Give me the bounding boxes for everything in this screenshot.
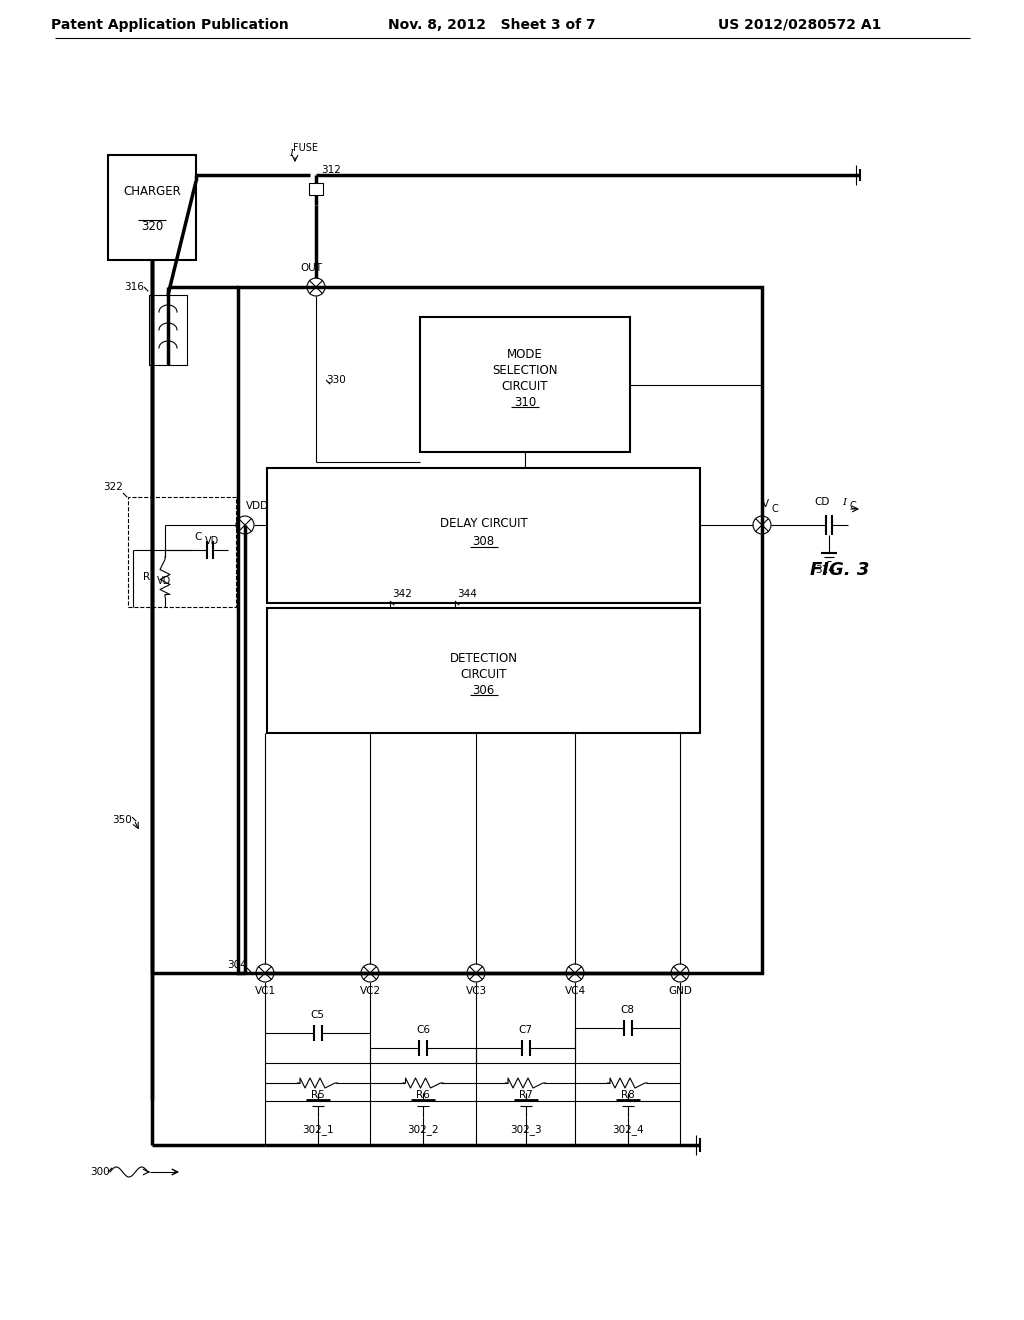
Text: 320: 320 [141, 220, 163, 232]
Text: 342: 342 [392, 589, 412, 599]
Text: 314: 314 [815, 565, 835, 576]
Text: C: C [850, 502, 857, 511]
Bar [108, 154, 196, 260]
Text: GND: GND [668, 986, 692, 997]
Text: I: I [842, 498, 846, 507]
Text: CHARGER: CHARGER [123, 185, 181, 198]
Text: CIRCUIT: CIRCUIT [502, 380, 548, 393]
Text: 304: 304 [227, 960, 247, 970]
Text: C: C [772, 504, 778, 513]
Text: VD: VD [205, 536, 219, 546]
Text: 302_3: 302_3 [510, 1125, 542, 1135]
Text: DELAY CIRCUIT: DELAY CIRCUIT [439, 517, 527, 531]
Text: 322: 322 [103, 482, 123, 492]
Text: VD: VD [157, 576, 171, 586]
Text: OUT: OUT [300, 263, 322, 273]
Text: C7: C7 [518, 1026, 532, 1035]
Text: R8: R8 [621, 1090, 635, 1100]
Text: 300: 300 [90, 1167, 110, 1177]
Text: US 2012/0280572 A1: US 2012/0280572 A1 [718, 18, 882, 32]
Text: R7: R7 [518, 1090, 532, 1100]
Text: C6: C6 [416, 1026, 430, 1035]
Text: Nov. 8, 2012   Sheet 3 of 7: Nov. 8, 2012 Sheet 3 of 7 [388, 18, 596, 32]
Text: 316: 316 [124, 282, 144, 292]
Text: VC1: VC1 [254, 986, 275, 997]
Text: 330: 330 [326, 375, 346, 385]
Text: SELECTION: SELECTION [493, 364, 558, 378]
Bar [150, 294, 187, 366]
Text: CIRCUIT: CIRCUIT [460, 668, 507, 681]
Text: VC2: VC2 [359, 986, 381, 997]
Text: R: R [143, 572, 150, 582]
Text: Patent Application Publication: Patent Application Publication [51, 18, 289, 32]
Text: C: C [195, 532, 202, 543]
Bar [267, 609, 700, 733]
Bar [128, 498, 236, 607]
Text: I: I [289, 149, 293, 157]
Text: C8: C8 [621, 1005, 635, 1015]
Text: R6: R6 [416, 1090, 430, 1100]
Text: MODE: MODE [507, 348, 543, 360]
Text: 344: 344 [457, 589, 477, 599]
Bar [309, 183, 323, 195]
Text: FUSE: FUSE [293, 143, 318, 153]
Text: C5: C5 [310, 1010, 325, 1020]
Bar [267, 469, 700, 603]
Text: 302_2: 302_2 [408, 1125, 439, 1135]
Text: 302_4: 302_4 [611, 1125, 643, 1135]
Text: DETECTION: DETECTION [450, 652, 517, 665]
Text: CD: CD [814, 498, 829, 507]
Bar [420, 317, 630, 451]
Text: 308: 308 [472, 535, 495, 548]
Text: VC4: VC4 [564, 986, 586, 997]
Text: 312: 312 [321, 165, 341, 176]
Text: R5: R5 [310, 1090, 325, 1100]
Bar [238, 286, 762, 973]
Text: VC3: VC3 [466, 986, 486, 997]
Text: 310: 310 [514, 396, 537, 409]
Text: 306: 306 [472, 684, 495, 697]
Text: VDD: VDD [246, 502, 268, 511]
Text: V: V [762, 499, 769, 510]
Text: 350: 350 [113, 814, 132, 825]
Text: FIG. 3: FIG. 3 [810, 561, 869, 579]
Text: 302_1: 302_1 [302, 1125, 334, 1135]
